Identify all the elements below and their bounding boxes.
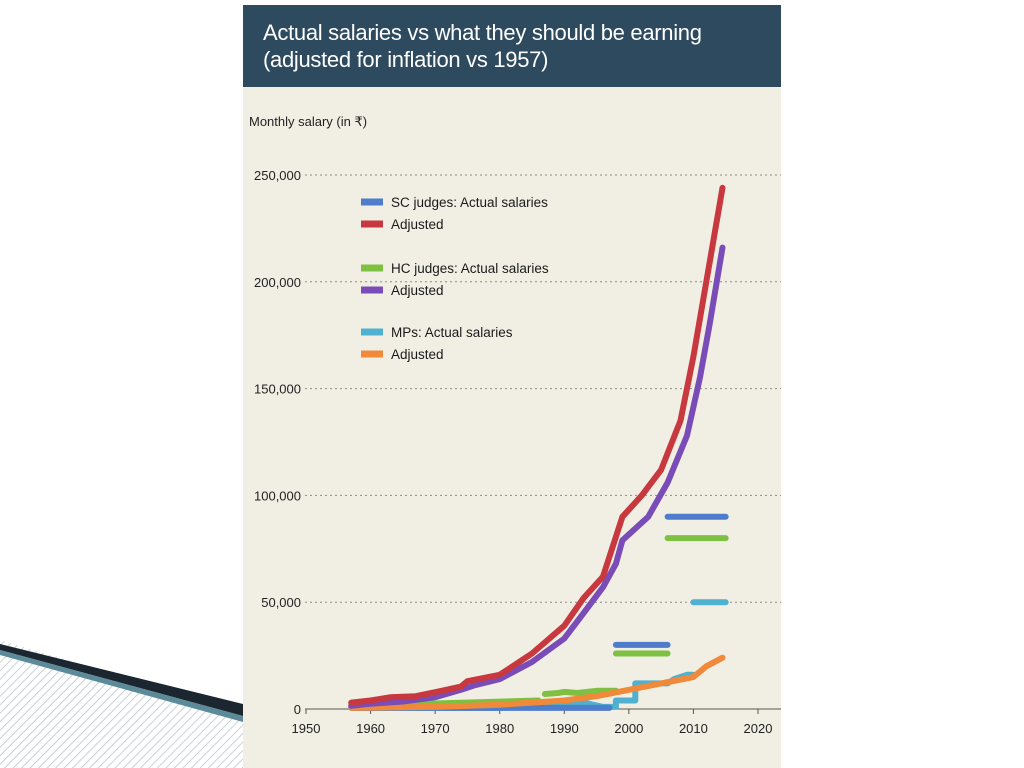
series-line-5 — [348, 654, 726, 711]
series-line-1 — [348, 184, 726, 706]
x-tick-label: 1960 — [356, 721, 385, 736]
y-tick-label: 250,000 — [254, 168, 301, 183]
series-lines — [348, 184, 729, 711]
x-tick-label: 2020 — [744, 721, 773, 736]
y-axis-label: Monthly salary (in ₹) — [249, 114, 367, 129]
series-line-2 — [348, 535, 729, 709]
x-tick-label: 1970 — [421, 721, 450, 736]
x-tick-label: 1990 — [550, 721, 579, 736]
y-tick-label: 150,000 — [254, 382, 301, 397]
series-line-3 — [348, 244, 726, 709]
x-ticks: 1950 1960 1970 1980 1990 2000 2010 2020 — [292, 709, 773, 736]
line-chart: Monthly salary (in ₹) 0 50,000 100,000 150,… — [249, 114, 781, 736]
y-tick-label: 50,000 — [261, 595, 301, 610]
teal-stripe — [0, 650, 243, 722]
legend-label-1: Adjusted — [391, 217, 444, 232]
x-tick-label: 1980 — [485, 721, 514, 736]
x-tick-label: 2010 — [679, 721, 708, 736]
y-tick-label: 100,000 — [254, 488, 301, 503]
legend-label-2: HC judges: Actual salaries — [391, 261, 549, 276]
chart-title-line2: (adjusted for inflation vs 1957) — [263, 47, 549, 72]
y-ticks: 0 50,000 100,000 150,000 200,000 250,000 — [254, 168, 301, 717]
chart-title: Actual salaries vs what they should be e… — [263, 19, 773, 73]
y-tick-label: 0 — [294, 702, 301, 717]
legend: SC judges: Actual salaries Adjusted HC jud… — [361, 195, 549, 362]
x-tick-label: 1950 — [292, 721, 321, 736]
chart-header: Actual salaries vs what they should be e… — [243, 5, 781, 87]
hatched-wedge — [0, 640, 243, 768]
chart-card: Actual salaries vs what they should be e… — [243, 5, 781, 768]
dark-stripe — [0, 644, 243, 716]
legend-label-0: SC judges: Actual salaries — [391, 195, 548, 210]
legend-label-4: MPs: Actual salaries — [391, 325, 513, 340]
x-tick-label: 2000 — [614, 721, 643, 736]
chart-title-line1: Actual salaries vs what they should be e… — [263, 20, 702, 45]
y-tick-label: 200,000 — [254, 275, 301, 290]
legend-label-5: Adjusted — [391, 347, 444, 362]
legend-label-3: Adjusted — [391, 283, 444, 298]
